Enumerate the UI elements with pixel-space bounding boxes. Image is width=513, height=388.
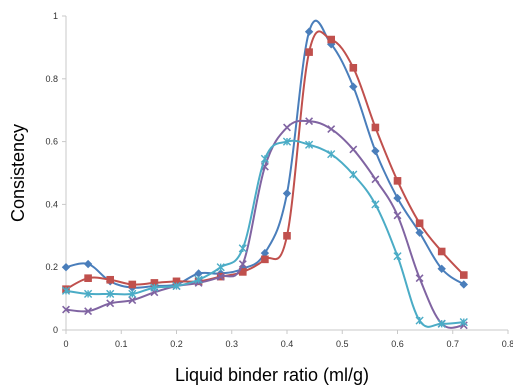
data-point-diamond — [371, 146, 380, 156]
x-axis-title: Liquid binder ratio (ml/g) — [175, 365, 369, 385]
series-3 — [62, 117, 468, 330]
x-tick-label: 0.4 — [281, 339, 294, 349]
data-point-star — [61, 286, 71, 295]
series-line — [65, 119, 464, 329]
data-point-x — [128, 296, 137, 305]
data-point-star — [260, 154, 269, 163]
data-point-star — [349, 170, 358, 179]
x-tick-label: 0.3 — [225, 339, 238, 349]
data-point-diamond — [83, 259, 93, 269]
y-tick-label: 0.2 — [45, 262, 58, 272]
data-point-diamond — [437, 264, 446, 273]
data-point-star — [106, 289, 115, 298]
x-tick-label: 0.5 — [336, 339, 349, 349]
data-point-star — [459, 318, 468, 327]
data-point-star — [282, 137, 292, 146]
data-point-star — [437, 319, 446, 328]
x-tick-label: 0 — [63, 339, 68, 349]
data-point-x — [216, 272, 225, 281]
data-point-diamond — [393, 193, 402, 203]
data-point-diamond — [282, 189, 292, 198]
data-point-diamond — [415, 228, 424, 237]
data-point-star — [216, 263, 225, 272]
y-axis-title: Consistency — [8, 124, 28, 222]
data-point-star — [238, 244, 247, 253]
data-point-x — [415, 274, 424, 283]
data-point-square — [349, 64, 358, 72]
data-point-square — [437, 247, 446, 256]
series-line — [65, 19, 465, 289]
y-tick-label: 0 — [53, 325, 58, 335]
y-tick-label: 0.8 — [45, 74, 58, 84]
data-point-diamond — [260, 248, 270, 258]
data-point-star — [172, 281, 181, 291]
data-point-square — [84, 274, 92, 282]
x-tick-label: 0.6 — [391, 339, 404, 349]
data-point-square — [172, 277, 181, 286]
data-point-square — [150, 279, 159, 287]
data-point-star — [128, 289, 137, 298]
data-point-x — [327, 125, 336, 134]
data-point-x — [371, 175, 380, 184]
data-point-star — [371, 200, 380, 209]
data-point-star — [84, 289, 93, 298]
data-point-diamond — [61, 263, 71, 272]
x-tick-label: 0.2 — [170, 339, 183, 349]
data-point-diamond — [349, 82, 358, 91]
x-tick-label: 0.8 — [502, 339, 513, 349]
y-tick-label: 0.4 — [45, 199, 58, 209]
data-point-star — [150, 283, 159, 292]
series-layer — [61, 19, 468, 330]
data-point-x — [283, 123, 291, 132]
data-point-x — [106, 299, 115, 308]
data-point-square — [261, 255, 269, 264]
data-point-x — [238, 260, 247, 269]
data-point-star — [415, 316, 424, 325]
data-point-star — [393, 252, 402, 261]
data-point-x — [393, 211, 402, 220]
data-point-diamond — [194, 269, 203, 278]
data-point-square — [283, 232, 291, 240]
data-point-star — [305, 140, 314, 149]
data-point-x — [349, 145, 358, 154]
data-point-square — [305, 48, 313, 56]
y-tick-label: 0.6 — [45, 137, 58, 147]
y-tick-label: 1 — [53, 11, 58, 21]
data-point-x — [62, 305, 70, 314]
data-point-diamond — [459, 280, 468, 289]
series-4 — [61, 137, 468, 328]
data-point-square — [371, 123, 380, 132]
data-point-square — [393, 177, 402, 185]
data-point-square — [460, 271, 468, 279]
data-point-diamond — [304, 27, 314, 36]
data-point-star — [327, 150, 336, 159]
ticks: 0 0.1 0.2 0.3 0.4 0.5 0.6 0.7 0.8 0 0.2 0.4 0.6 0.8 1 — [45, 11, 513, 349]
data-point-square — [106, 275, 114, 284]
x-tick-label: 0.7 — [446, 339, 459, 349]
data-point-star — [194, 275, 203, 284]
data-point-x — [305, 117, 314, 126]
data-point-square — [327, 35, 335, 44]
data-point-square — [415, 219, 424, 228]
data-point-square — [239, 268, 247, 276]
data-point-square — [128, 280, 137, 289]
x-tick-label: 0.1 — [115, 339, 128, 349]
data-point-x — [84, 307, 93, 316]
